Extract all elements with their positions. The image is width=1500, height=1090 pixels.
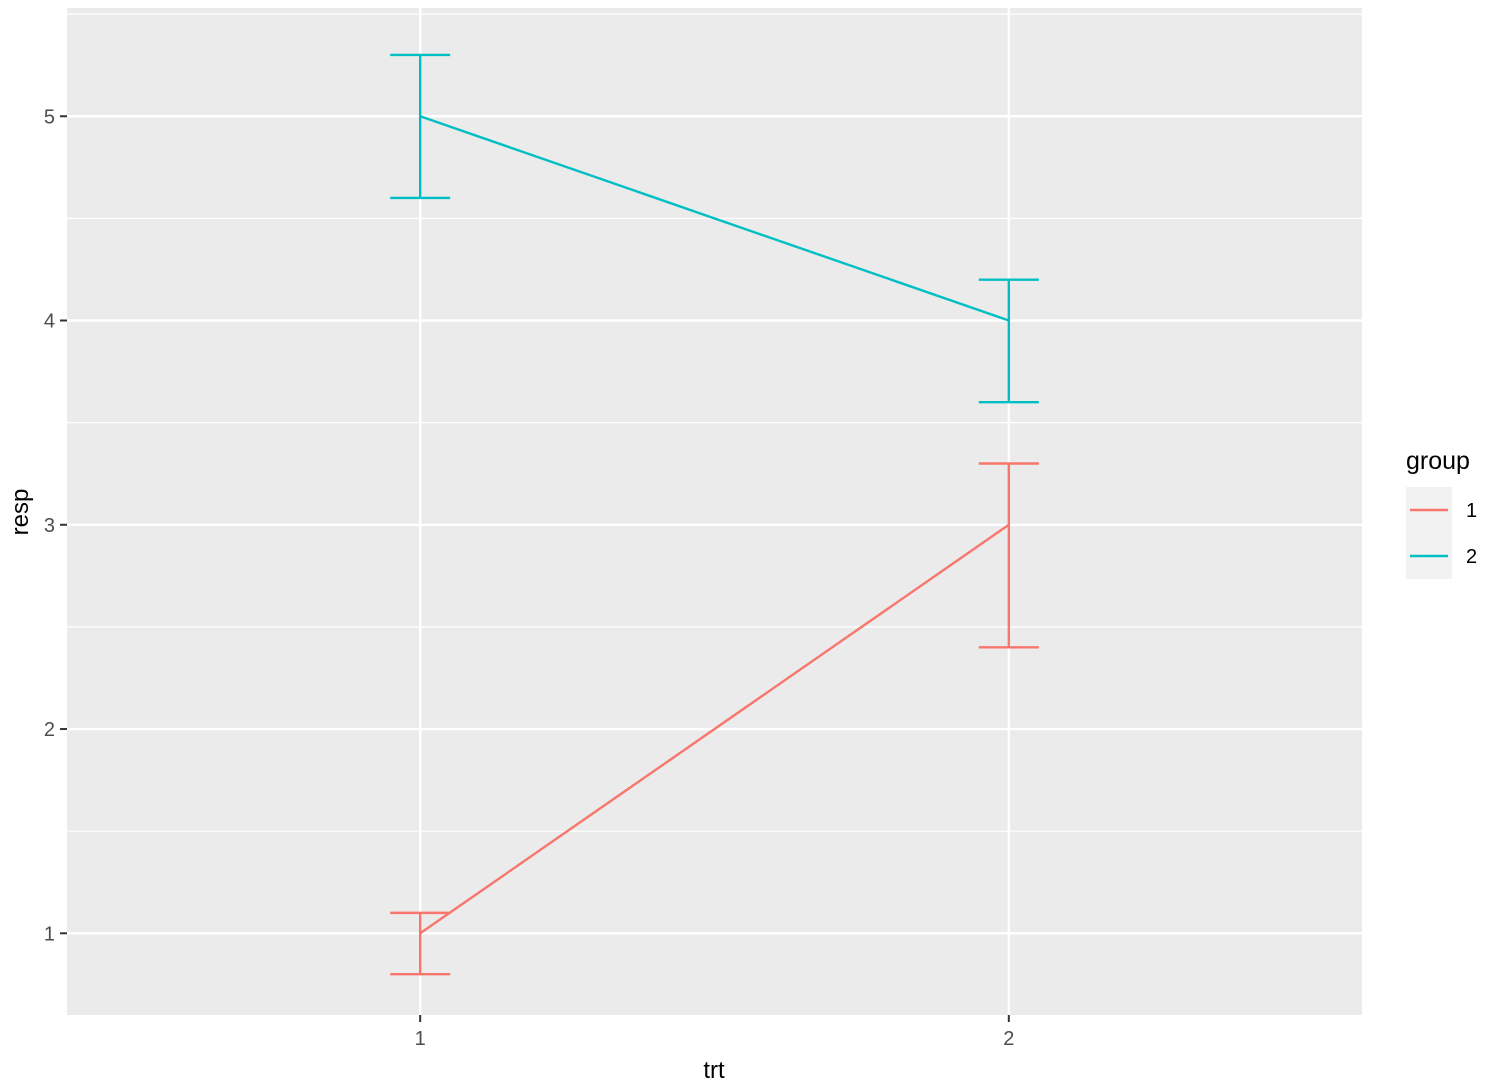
y-tick-label: 4: [44, 311, 55, 333]
legend-label: 1: [1466, 500, 1477, 522]
error-bar: [978, 278, 1039, 404]
y-tick-label: 1: [44, 923, 55, 945]
y-axis-title: resp: [7, 489, 34, 536]
series-2: [390, 53, 1039, 404]
legend-label: 2: [1466, 546, 1477, 568]
series-line: [419, 523, 1010, 935]
legend-keys: 12: [1406, 487, 1477, 579]
series-1: [390, 462, 1039, 976]
series-line: [419, 115, 1010, 322]
y-axis: 1 2 3 4 5: [44, 106, 67, 945]
grid-minor: [67, 13, 1362, 832]
error-bar: [978, 462, 1039, 649]
legend-title: group: [1406, 447, 1470, 475]
legend-item: 2: [1406, 533, 1477, 579]
y-tick-label: 3: [44, 515, 55, 537]
legend-item: 1: [1406, 487, 1477, 533]
series-layer: [390, 53, 1039, 976]
x-tick-label: 2: [1003, 1028, 1014, 1050]
x-tick-label: 1: [415, 1028, 426, 1050]
y-tick-label: 5: [44, 106, 55, 128]
error-bar: [390, 53, 451, 200]
plot-panel: [67, 8, 1362, 1015]
y-tick-label: 2: [44, 719, 55, 741]
x-axis-title: trt: [703, 1057, 725, 1084]
legend: group 12: [1406, 447, 1477, 579]
error-bar: [390, 911, 451, 976]
